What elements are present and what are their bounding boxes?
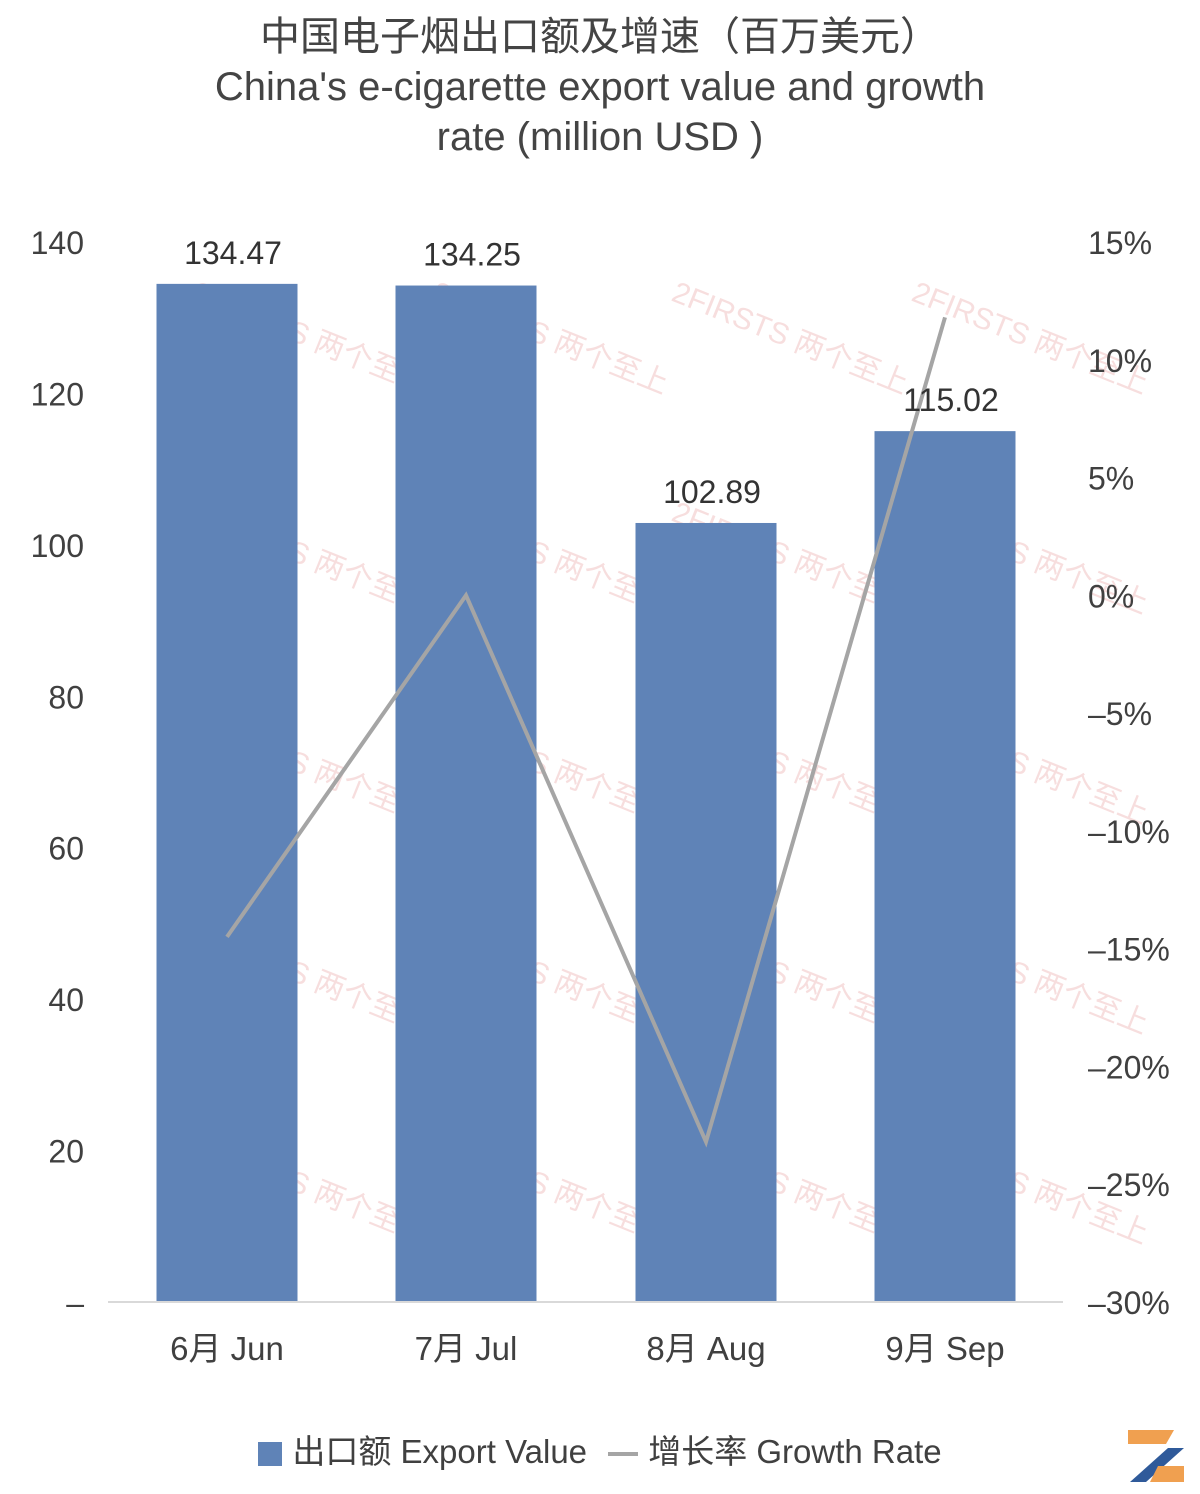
right-tick-label: 5% <box>1088 461 1134 497</box>
bar-data-label: 134.25 <box>423 237 521 273</box>
legend-bar-swatch <box>258 1442 283 1467</box>
bar-data-label: 115.02 <box>903 382 999 418</box>
bar-1 <box>156 283 298 1302</box>
legend-item-growth-rate: 增长率 Growth Rate <box>608 1425 942 1473</box>
left-tick-label: 60 <box>48 831 84 867</box>
bar-4 <box>874 431 1016 1302</box>
right-tick-label: 0% <box>1088 578 1134 614</box>
right-tick-label: –25% <box>1088 1167 1170 1203</box>
chart-title: 中国电子烟出口额及增速（百万美元） China's e-cigarette ex… <box>0 12 1200 162</box>
bar-2 <box>395 285 537 1302</box>
growth-line-series <box>225 316 947 1148</box>
right-tick-label: –30% <box>1088 1285 1170 1321</box>
left-tick-label: 140 <box>31 225 84 261</box>
right-axis-ticks: –30% –25% –20% –15% –10% –5% 0% 5% 10% 15% <box>1088 225 1170 1321</box>
legend-line-swatch <box>608 1452 639 1457</box>
left-tick-label: 20 <box>48 1134 84 1170</box>
bar-data-labels: 134.47 134.25 102.89 115.02 <box>184 235 999 510</box>
legend-line-label: 增长率 Growth Rate <box>648 1433 942 1470</box>
chart-title-en-line2: rate (million USD ) <box>436 115 764 159</box>
x-axis-ticks: 6月 Jun 7月 Jul 8月 Aug 9月 Sep <box>170 1330 1004 1367</box>
left-tick-label: 120 <box>31 376 84 412</box>
legend-item-export-value: 出口额 Export Value <box>258 1425 587 1473</box>
left-tick-label: 40 <box>48 982 84 1018</box>
bar-data-label: 134.47 <box>184 235 282 271</box>
x-category-label: 7月 Jul <box>415 1330 518 1367</box>
bar-3 <box>635 522 777 1302</box>
right-tick-label: –10% <box>1088 814 1170 850</box>
right-tick-label: –20% <box>1088 1049 1170 1085</box>
left-tick-label: 100 <box>31 528 84 564</box>
legend-bar-label: 出口额 Export Value <box>292 1433 588 1470</box>
chart-title-zh: 中国电子烟出口额及增速（百万美元） <box>260 15 940 59</box>
chart-title-en-line1: China's e-cigarette export value and gro… <box>214 65 986 109</box>
right-tick-label: 10% <box>1088 343 1152 379</box>
right-tick-label: –15% <box>1088 932 1170 968</box>
x-category-label: 6月 Jun <box>170 1330 284 1367</box>
bar-data-label: 102.89 <box>663 474 761 510</box>
x-category-label: 8月 Aug <box>646 1330 765 1367</box>
growth-rate-line <box>225 316 947 1148</box>
right-tick-label: –5% <box>1088 696 1152 732</box>
left-axis-ticks: – 20 40 60 80 100 120 140 <box>31 225 85 1321</box>
2firsts-logo-icon <box>1128 1430 1184 1482</box>
left-tick-label: – <box>66 1285 84 1321</box>
left-tick-label: 80 <box>48 679 84 715</box>
x-category-label: 9月 Sep <box>885 1330 1004 1367</box>
bar-series <box>156 283 1016 1302</box>
legend: 出口额 Export Value 增长率 Growth Rate <box>0 1425 1200 1473</box>
watermark-text: 2FIRSTS 两个至上 <box>667 276 913 401</box>
right-tick-label: 15% <box>1088 225 1152 261</box>
